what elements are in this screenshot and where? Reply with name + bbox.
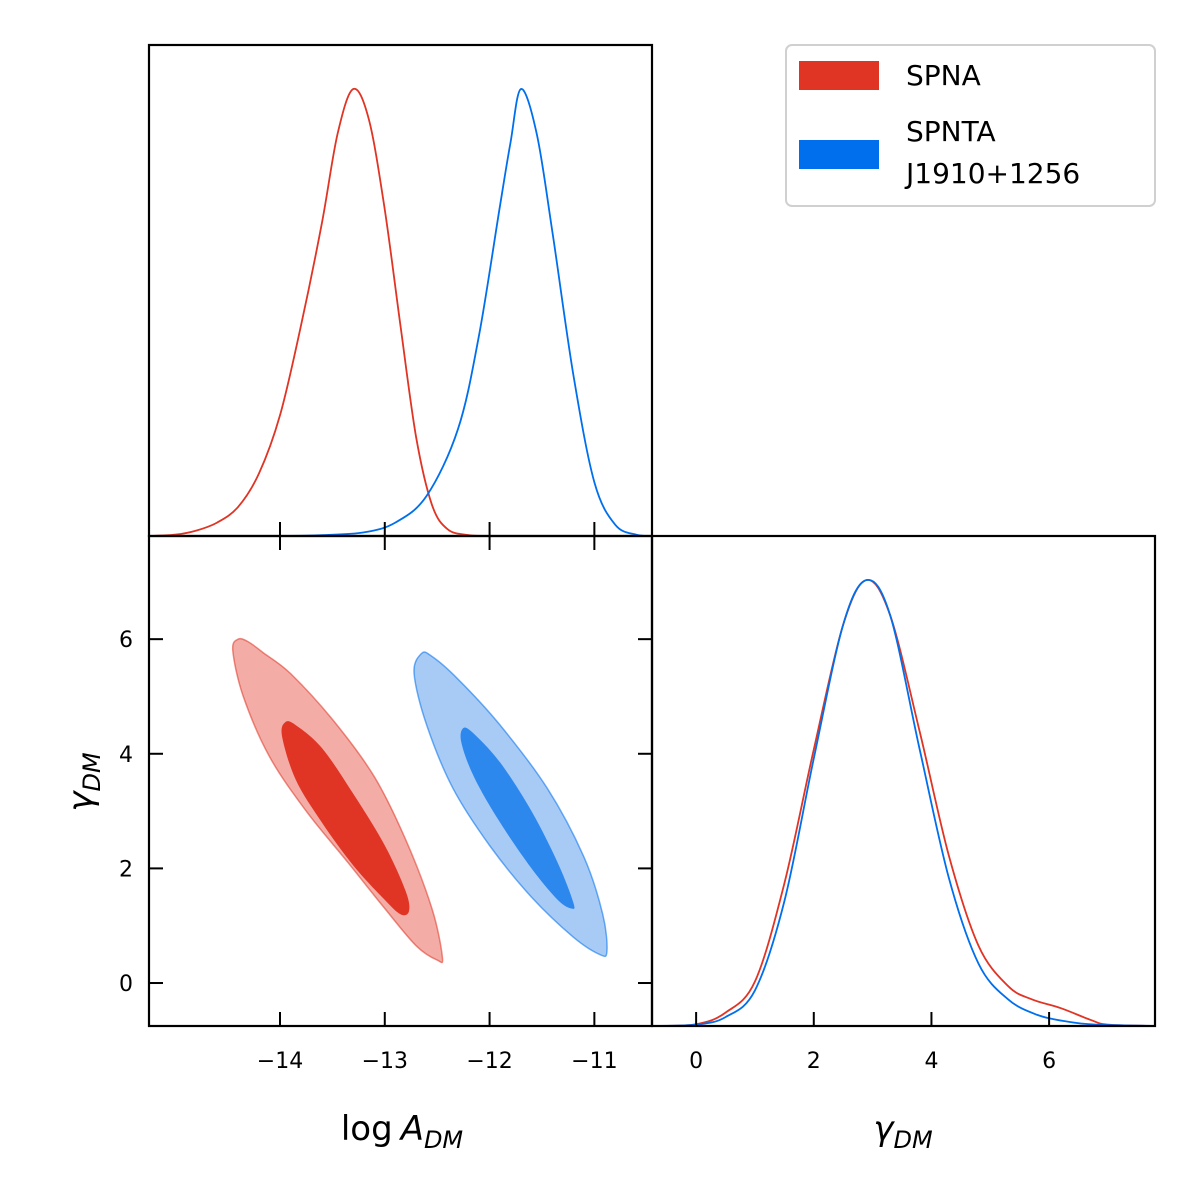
legend-label-spnta-line2: J1910+1256	[904, 157, 1080, 190]
tick-label-gamma-x: 0	[689, 1049, 703, 1074]
contour-68-spna	[281, 721, 410, 916]
tick-label-gamma-y: 4	[119, 743, 133, 768]
tick-label-logA: −11	[571, 1049, 617, 1074]
tick-label-gamma-y: 2	[119, 857, 133, 882]
tick-label-gamma-y: 6	[119, 628, 133, 653]
legend-swatch-spna	[799, 61, 879, 90]
legend: SPNA SPNTA J1910+1256	[785, 44, 1156, 207]
ticks-layer: −14 −13 −12 −11 0 2 4 6 0 2 4 6	[119, 522, 1056, 1074]
legend-swatch-spnta	[799, 140, 879, 169]
marginal-logA-spna	[148, 87, 490, 537]
tick-label-logA: −14	[257, 1049, 303, 1074]
panel-frame-gamma-marginal	[650, 534, 1157, 1028]
marginal-logA-spnta	[279, 88, 653, 537]
panel-frame-logA-marginal	[147, 43, 654, 538]
legend-label-spnta-line1: SPNTA	[906, 115, 996, 148]
legend-label-spna: SPNA	[906, 59, 981, 92]
marginal-curves-layer	[148, 87, 1156, 1027]
contour-layer	[231, 637, 608, 964]
y-axis-label-gamma: γDM	[61, 752, 106, 812]
tick-label-gamma-y: 0	[119, 972, 133, 997]
panel-frame-joint	[147, 534, 654, 1028]
panel-frames-layer	[147, 43, 1157, 1028]
tick-label-gamma-x: 2	[807, 1049, 821, 1074]
tick-label-gamma-x: 6	[1042, 1049, 1056, 1074]
contour-68-spnta	[460, 727, 575, 909]
tick-label-logA: −12	[466, 1049, 512, 1074]
tick-label-logA: −13	[362, 1049, 408, 1074]
marginal-gamma-spna	[651, 579, 1156, 1027]
axis-labels-layer: log ADM γDM γDM	[61, 752, 933, 1154]
marginal-gamma-spnta	[651, 579, 1156, 1027]
x-axis-label-gamma: γDM	[873, 1109, 933, 1154]
x-axis-label-logA: log ADM	[341, 1109, 464, 1154]
tick-label-gamma-x: 4	[924, 1049, 938, 1074]
